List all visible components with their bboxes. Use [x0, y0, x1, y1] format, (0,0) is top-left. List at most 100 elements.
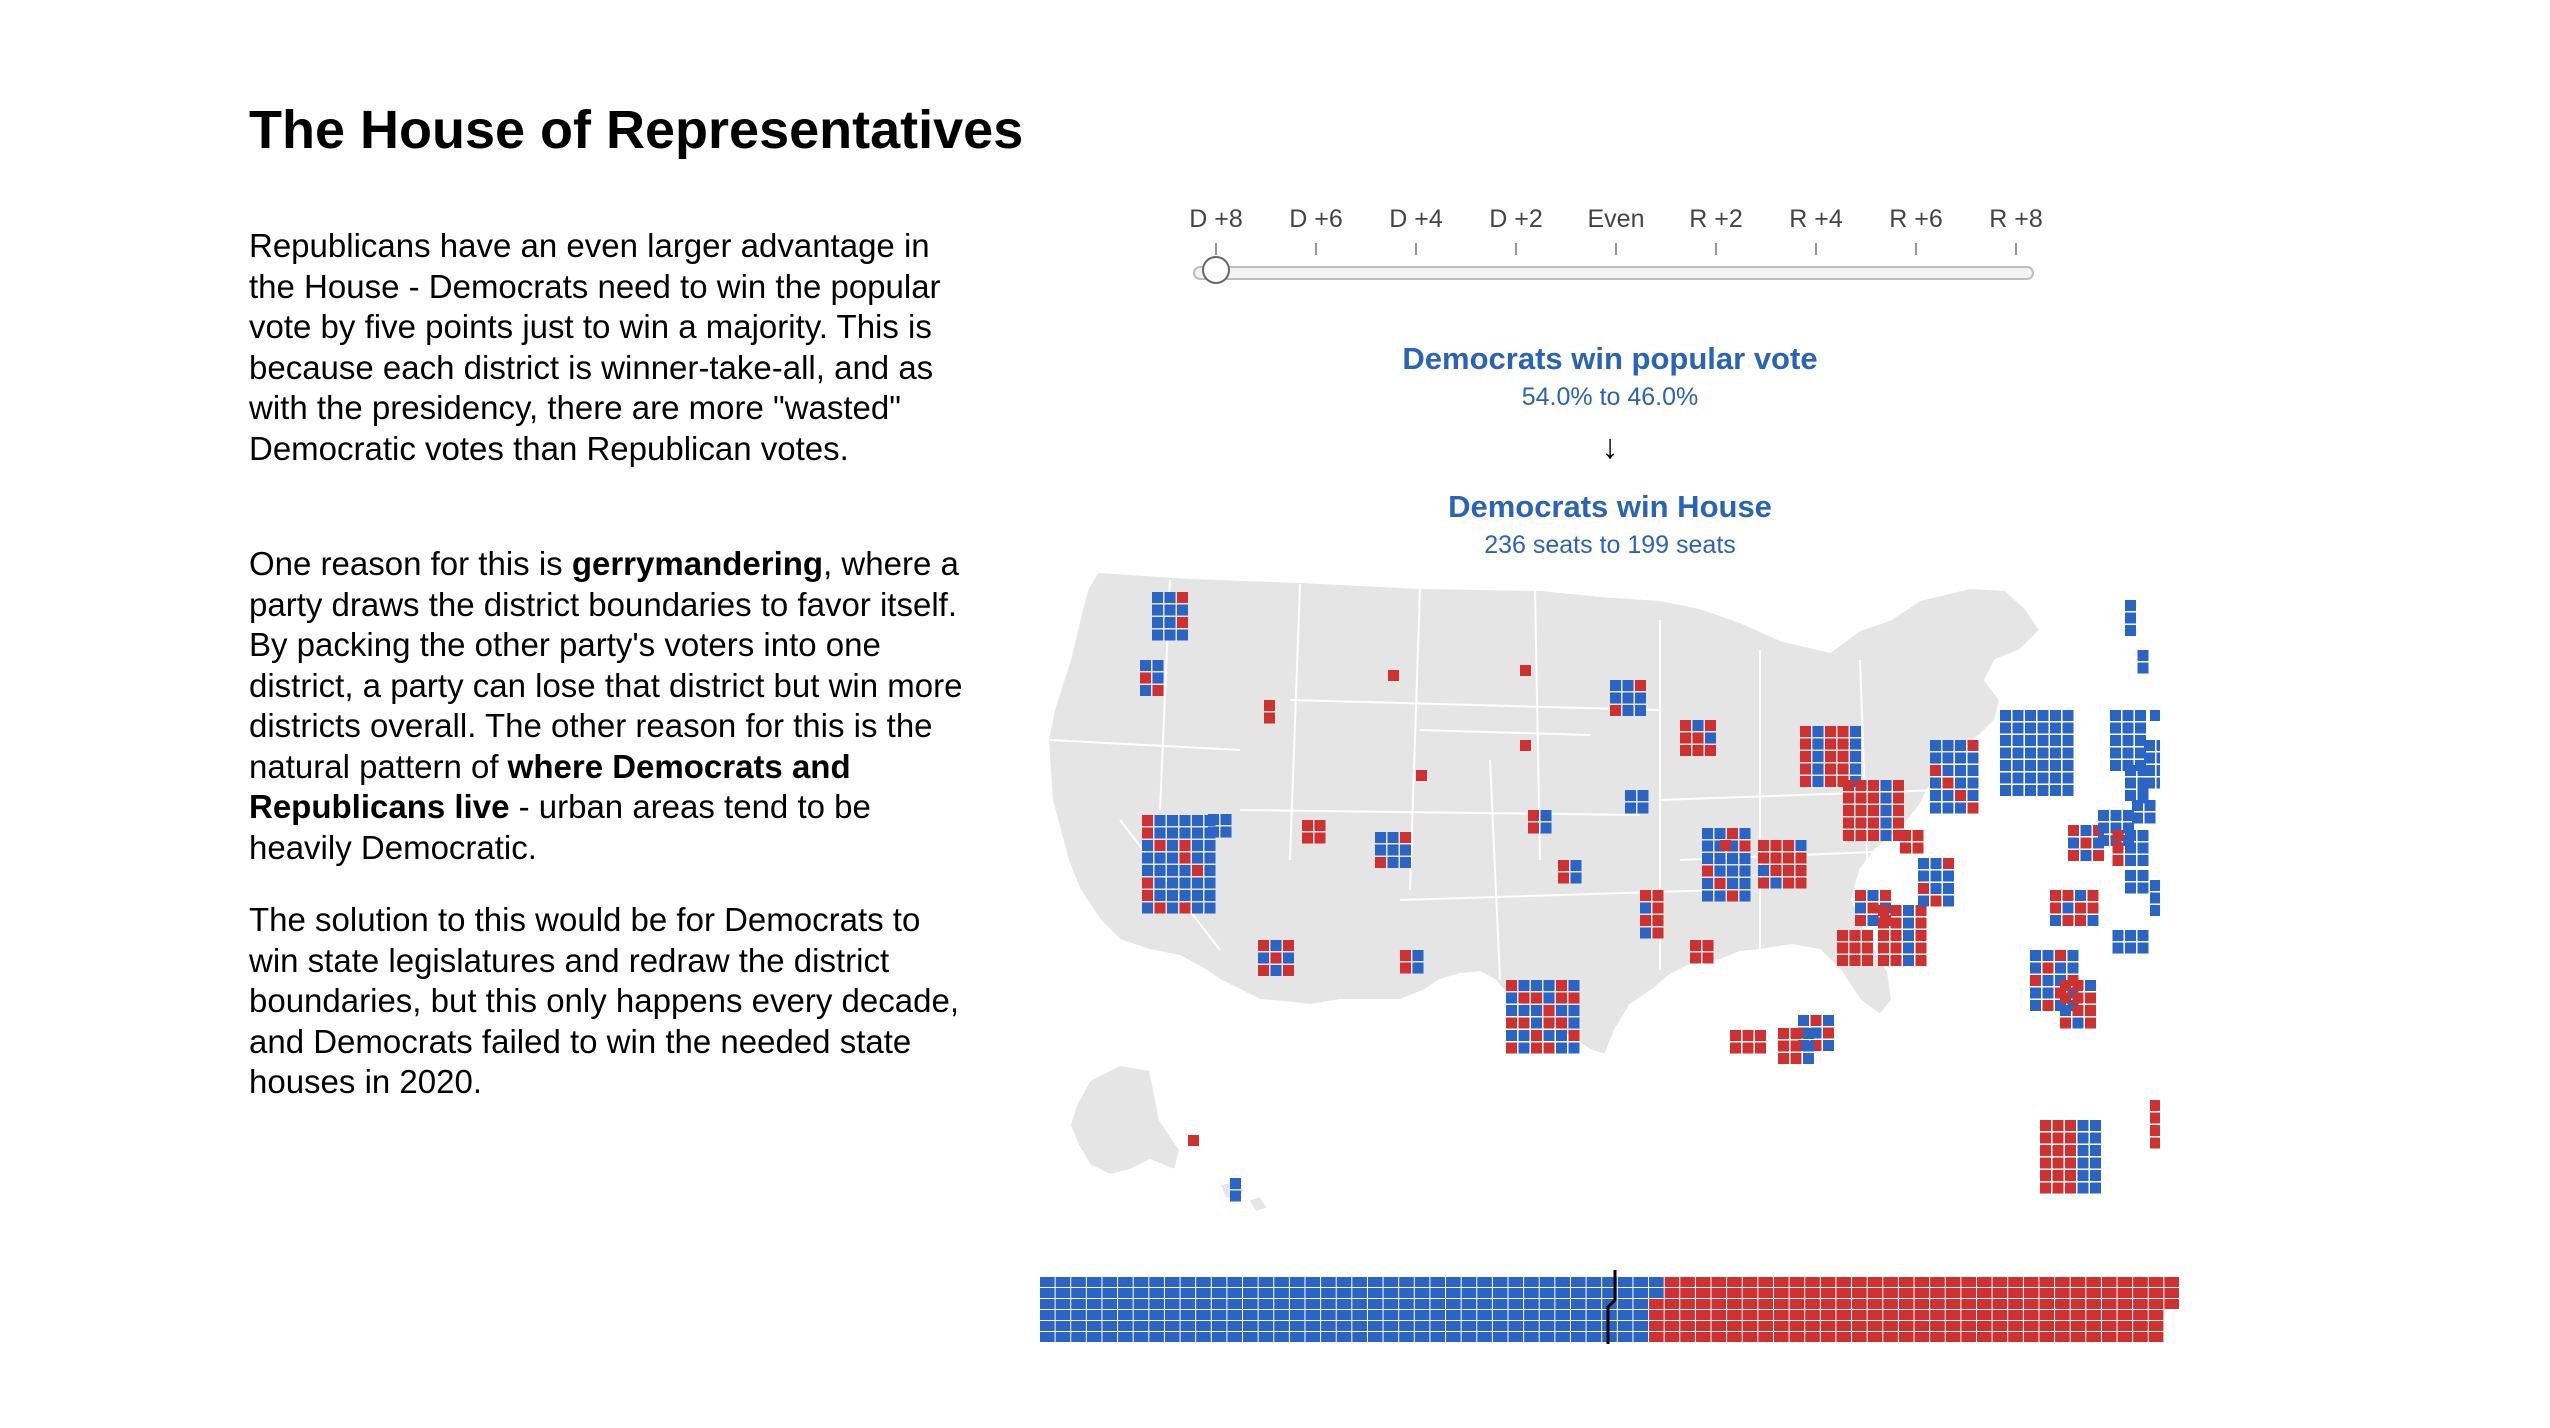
- alaska-outline: [1068, 1063, 1182, 1177]
- republican-seat: [1805, 1321, 1820, 1331]
- republican-seat: [1820, 1299, 1836, 1309]
- district-tile: [1179, 827, 1191, 839]
- district-tile: [2037, 772, 2049, 784]
- republican-seat: [1742, 1321, 1758, 1331]
- republican-seat: [1789, 1277, 1805, 1287]
- democrat-seat: [1430, 1321, 1446, 1331]
- district-tile: [1800, 776, 1811, 787]
- district-tile: [2060, 980, 2071, 991]
- slider-tick: [1515, 243, 1517, 255]
- district-tile: [2137, 855, 2149, 866]
- district-tile: [1943, 895, 1954, 907]
- tick-label-d8[interactable]: D +8: [1189, 205, 1243, 233]
- district-tile: [2042, 950, 2054, 961]
- republican-seat: [1758, 1299, 1773, 1309]
- tick-label-even[interactable]: Even: [1587, 205, 1645, 233]
- district-tile: [1727, 828, 1738, 839]
- district-tile: [1942, 777, 1954, 789]
- democrat-seat: [1446, 1277, 1461, 1287]
- district-tile: [2125, 612, 2136, 624]
- democrat-seat: [1492, 1277, 1508, 1287]
- district-tile: [1742, 1042, 1754, 1054]
- democrat-seat: [1446, 1288, 1461, 1298]
- tick-label-d2[interactable]: D +2: [1489, 205, 1543, 233]
- tick-label-r8[interactable]: R +8: [1989, 205, 2043, 233]
- district-tile: [1506, 1042, 1517, 1054]
- district-tile: [1302, 832, 1313, 844]
- district-tile: [1506, 1017, 1517, 1029]
- republican-seat: [1836, 1288, 1852, 1298]
- district-tile: [1878, 905, 1889, 916]
- republican-seat: [1695, 1332, 1711, 1342]
- democrat-seat: [1617, 1277, 1633, 1287]
- district-tile: [2135, 735, 2146, 746]
- democrat-seat: [1071, 1277, 1086, 1287]
- district-tile: [1868, 817, 1879, 829]
- district-tile: [1778, 1040, 1789, 1052]
- republican-seat: [2008, 1332, 2023, 1342]
- republican-seat: [2101, 1332, 2117, 1342]
- where-they-live-term: where Democrats and Republicans live: [249, 747, 851, 826]
- republican-seat: [1727, 1332, 1742, 1342]
- district-tile: [1177, 629, 1188, 641]
- district-tile: [1192, 877, 1203, 889]
- republican-seat: [1820, 1310, 1836, 1320]
- district-tile: [1154, 815, 1166, 826]
- district-tile: [1739, 853, 1751, 864]
- district-tile: [1610, 692, 1621, 704]
- republican-seat: [1773, 1277, 1789, 1287]
- republican-seat: [1898, 1321, 1914, 1331]
- district-tile: [1755, 1042, 1766, 1054]
- republican-seat: [1852, 1288, 1867, 1298]
- republican-seat: [2008, 1299, 2023, 1309]
- district-tile: [1142, 852, 1153, 864]
- democrat-seat: [1149, 1277, 1164, 1287]
- district-tile: [2030, 1000, 2041, 1011]
- democrat-seat: [1086, 1288, 1102, 1298]
- republican-seat: [1805, 1332, 1820, 1342]
- tick-label-r4[interactable]: R +4: [1789, 205, 1843, 233]
- district-tile: [2125, 600, 2136, 611]
- democrat-seat: [1446, 1321, 1461, 1331]
- district-tile: [1714, 878, 1726, 889]
- tick-label-r2[interactable]: R +2: [1689, 205, 1743, 233]
- district-tile: [2156, 777, 2160, 789]
- district-tile: [1942, 752, 1954, 764]
- district-tile: [2062, 722, 2074, 734]
- republican-seat: [2148, 1299, 2164, 1309]
- district-tile: [1878, 930, 1889, 941]
- republican-seat: [1805, 1299, 1820, 1309]
- majority-line: [1606, 1270, 1617, 1344]
- republican-seat: [1758, 1310, 1773, 1320]
- democrat-seat: [1118, 1277, 1133, 1287]
- district-tile: [2077, 1170, 2089, 1181]
- district-tile: [2040, 1132, 2051, 1144]
- republican-seat: [1945, 1310, 1961, 1320]
- republican-seat: [1664, 1310, 1680, 1320]
- district-tile: [1758, 852, 1769, 864]
- district-tile: [2122, 747, 2134, 759]
- popular-vote-slider-handle[interactable]: [1202, 256, 1230, 284]
- tick-label-d4[interactable]: D +4: [1389, 205, 1443, 233]
- popular-vote-slider-track[interactable]: [1193, 266, 2034, 280]
- tick-label-d6[interactable]: D +6: [1289, 205, 1343, 233]
- district-tile: [1890, 930, 1902, 941]
- republican-seat: [2133, 1321, 2148, 1331]
- republican-seat: [1898, 1332, 1914, 1342]
- republican-seat: [1695, 1277, 1711, 1287]
- district-tile: [2025, 747, 2036, 759]
- republican-seat: [2164, 1277, 2179, 1287]
- district-tile: [2025, 735, 2036, 746]
- district-tile: [2075, 915, 2086, 926]
- democrat-seat: [1586, 1310, 1602, 1320]
- tick-label-r6[interactable]: R +6: [1889, 205, 1943, 233]
- republican-seat: [1711, 1288, 1727, 1298]
- democrat-seat: [1243, 1288, 1258, 1298]
- democrat-seat: [1570, 1310, 1586, 1320]
- district-tile: [1930, 883, 1942, 894]
- republican-seat: [1883, 1310, 1898, 1320]
- republican-seat: [1883, 1321, 1898, 1331]
- republican-seat: [1711, 1310, 1727, 1320]
- district-tile: [2055, 962, 2066, 974]
- district-tile: [1412, 962, 1424, 974]
